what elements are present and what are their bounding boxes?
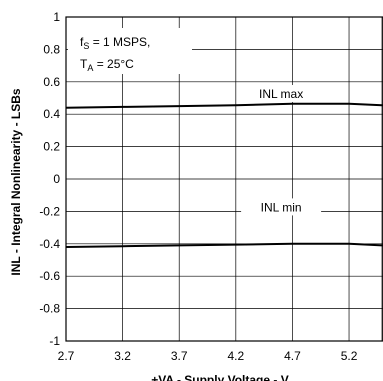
x-tick-label: 4.2	[227, 349, 244, 363]
y-tick-label: -0.2	[39, 204, 60, 218]
x-tick-labels: 2.7 3.2 3.7 4.2 4.7 5.2	[58, 349, 358, 363]
y-tick-label: 0.4	[43, 107, 60, 121]
y-tick-label: 0	[53, 172, 60, 186]
series-labels: INL max INL min	[241, 85, 322, 216]
series-line-inl-min	[65, 242, 383, 248]
x-tick-label: 3.2	[114, 349, 131, 363]
annotation-background	[68, 28, 192, 74]
y-tick-label: -0.4	[39, 237, 60, 251]
x-tick-label: 2.7	[58, 349, 75, 363]
series-lines	[65, 102, 383, 248]
series-line-inl-max	[65, 102, 383, 109]
x-axis-title: +VA - Supply Voltage - V	[151, 373, 288, 381]
y-axis-title: INL - Integral Nonlinearity - LSBs	[9, 88, 23, 275]
y-tick-label: -0.8	[39, 302, 60, 316]
series-label: INL min	[261, 200, 302, 214]
series-label-background	[241, 198, 322, 216]
annotation-line-2: TA = 25°C	[80, 57, 134, 73]
y-tick-labels: -1 -0.8 -0.6 -0.4 -0.2 0 0.2 0.4 0.6 0.8 1	[39, 10, 60, 348]
x-tick-label: 3.7	[171, 349, 188, 363]
series-label-background	[241, 85, 322, 102]
y-tick-label: -1	[49, 334, 60, 348]
y-tick-label: -0.6	[39, 269, 60, 283]
y-tick-label: 0.8	[43, 42, 60, 56]
x-tick-label: 4.7	[284, 349, 301, 363]
y-tick-label: 0.6	[43, 75, 60, 89]
series-label: INL max	[259, 87, 303, 101]
conditions-annotation: fS = 1 MSPS, TA = 25°C	[68, 28, 192, 74]
annotation-line-1: fS = 1 MSPS,	[80, 35, 150, 51]
x-tick-label: 5.2	[341, 349, 358, 363]
y-tick-label: 0.2	[43, 140, 60, 154]
plot-frame	[65, 16, 383, 342]
y-tick-label: 1	[53, 10, 60, 24]
